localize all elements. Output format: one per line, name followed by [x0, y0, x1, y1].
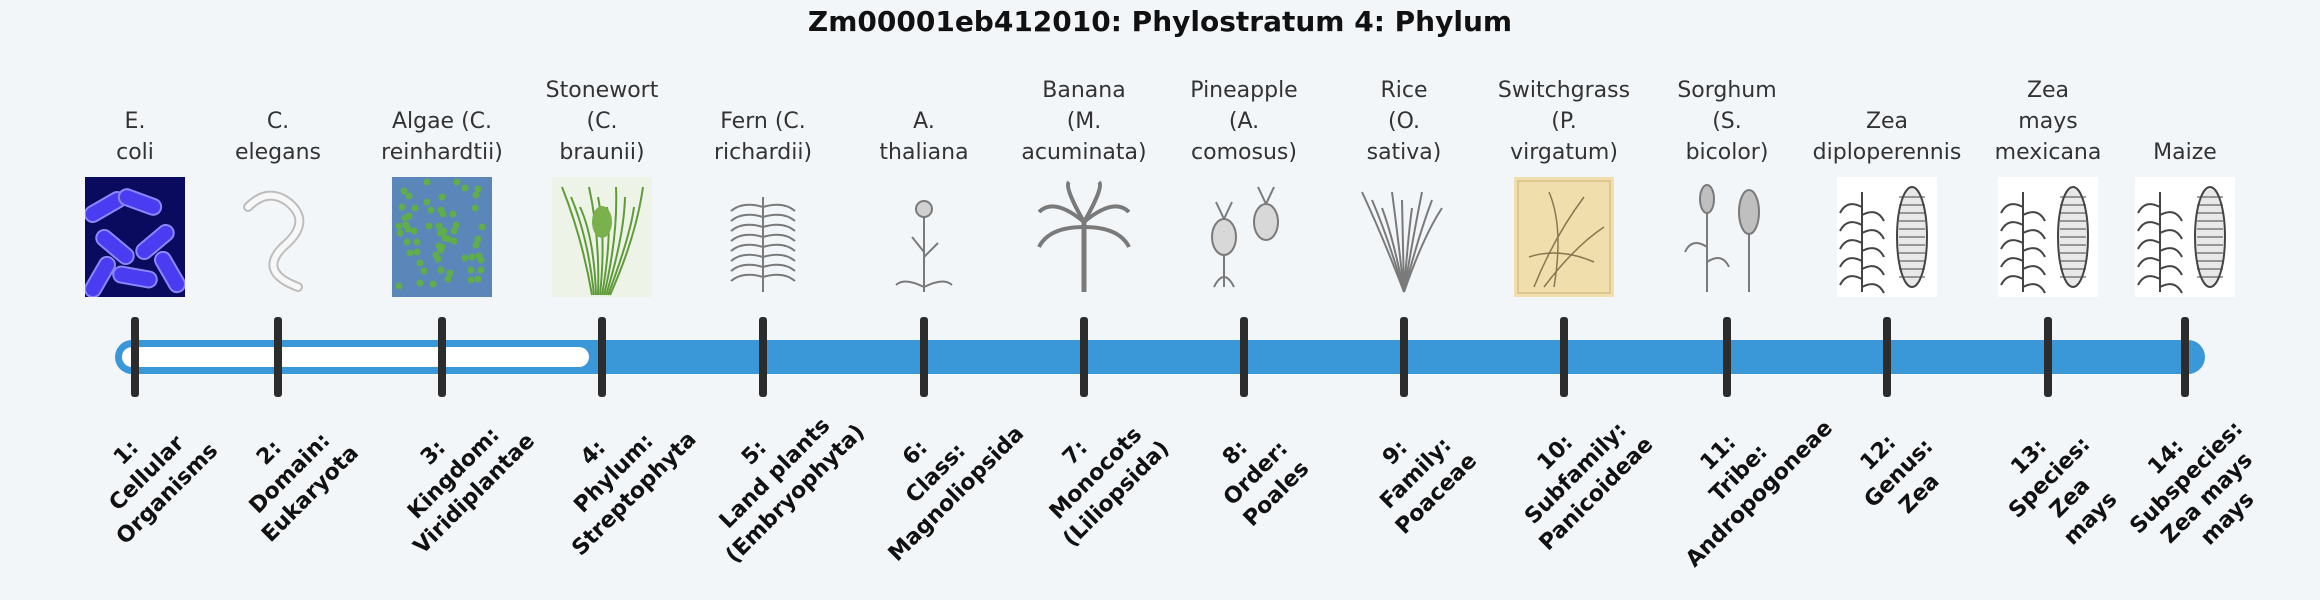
organism-label-line: (S.: [1712, 109, 1742, 134]
organism-label: Pineapple (A. comosus): [1169, 75, 1319, 168]
banana-plant-image: [1034, 177, 1134, 297]
organism-label: A. thaliana: [849, 106, 999, 168]
organism-label-line: Zea: [1865, 109, 1909, 134]
pineapple-image: [1194, 177, 1294, 297]
timeline-unfilled-segment: [122, 347, 589, 367]
organism-label-line: mays: [2018, 109, 2078, 134]
fern-image: [713, 177, 813, 297]
bacteria-image: [85, 177, 185, 297]
organism-label-line: sativa): [1366, 140, 1442, 165]
organism-label-line: C.: [266, 109, 290, 134]
organism-label: Zea diploperennis: [1812, 106, 1962, 168]
organism-label-line: braunii): [559, 140, 645, 165]
organism-label-line: acuminata): [1021, 140, 1147, 165]
worm-image: [228, 177, 328, 297]
organism-label-line: Sorghum: [1677, 78, 1777, 103]
page-title: Zm00001eb412010: Phylostratum 4: Phylum: [807, 5, 1513, 38]
organism-label-line: A.: [913, 109, 935, 134]
organism-label: C. elegans: [203, 106, 353, 168]
timeline-tick: [1080, 317, 1088, 397]
organism-label: Fern (C. richardii): [688, 106, 838, 168]
organism-label-line: Banana: [1042, 78, 1126, 103]
organism-label-line: coli: [116, 140, 154, 165]
organism-label-line: (C.: [586, 109, 618, 134]
zea-mexicana-image: [1998, 177, 2098, 297]
organism-label: Rice (O. sativa): [1329, 75, 1479, 168]
timeline-tick: [2044, 317, 2052, 397]
organism-label-line: reinhardtii): [381, 140, 503, 165]
zea-diploperennis-image: [1837, 177, 1937, 297]
organism-label-line: virgatum): [1510, 140, 1618, 165]
rice-image: [1354, 177, 1454, 297]
organism-label-line: Pineapple: [1190, 78, 1298, 103]
timeline-tick: [274, 317, 282, 397]
timeline-tick: [1400, 317, 1408, 397]
algae-image: [392, 177, 492, 297]
organism-label-line: (P.: [1551, 109, 1577, 134]
organism-label-line: Rice: [1380, 78, 1428, 103]
arabidopsis-image: [874, 177, 974, 297]
sorghum-image: [1677, 177, 1777, 297]
organism-label-line: (M.: [1066, 109, 1102, 134]
phylostratum-timeline: [115, 317, 2205, 397]
organism-label-line: bicolor): [1685, 140, 1769, 165]
organism-label-line: comosus): [1191, 140, 1297, 165]
organism-label-line: Zea: [2026, 78, 2070, 103]
timeline-tick: [2181, 317, 2189, 397]
organism-label-line: Maize: [2153, 140, 2217, 165]
timeline-tick: [1883, 317, 1891, 397]
organism-label-line: mexicana: [1994, 140, 2102, 165]
organism-label-line: Algae (C.: [391, 109, 493, 134]
organism-label: Banana (M. acuminata): [1009, 75, 1159, 168]
organism-label-line: Stonewort: [545, 78, 659, 103]
timeline-tick: [438, 317, 446, 397]
timeline-tick: [598, 317, 606, 397]
timeline-tick: [1560, 317, 1568, 397]
timeline-tick: [1240, 317, 1248, 397]
organism-label-line: Switchgrass: [1497, 78, 1631, 103]
organism-label-line: diploperennis: [1812, 140, 1962, 165]
organism-label-line: (O.: [1387, 109, 1420, 134]
organism-label: Sorghum (S. bicolor): [1652, 75, 1802, 168]
timeline-tick: [759, 317, 767, 397]
organism-label: E. coli: [60, 106, 210, 168]
switchgrass-image: [1514, 177, 1614, 297]
organism-label: Switchgrass (P. virgatum): [1489, 75, 1639, 168]
timeline-tick: [131, 317, 139, 397]
timeline-tick: [1723, 317, 1731, 397]
stonewort-image: [552, 177, 652, 297]
organism-label-line: Fern (C.: [720, 109, 806, 134]
maize-image: [2135, 177, 2235, 297]
organism-label-line: richardii): [713, 140, 813, 165]
organism-label: Algae (C. reinhardtii): [367, 106, 517, 168]
organism-label-line: (A.: [1228, 109, 1260, 134]
timeline-track: [115, 340, 2205, 374]
organism-label: Zea mays mexicana: [1973, 75, 2123, 168]
organism-label-line: elegans: [234, 140, 322, 165]
organism-label-line: thaliana: [879, 140, 969, 165]
organism-label: Maize: [2110, 137, 2260, 168]
organism-label: Stonewort (C. braunii): [527, 75, 677, 168]
timeline-tick: [920, 317, 928, 397]
organism-label-line: E.: [124, 109, 146, 134]
